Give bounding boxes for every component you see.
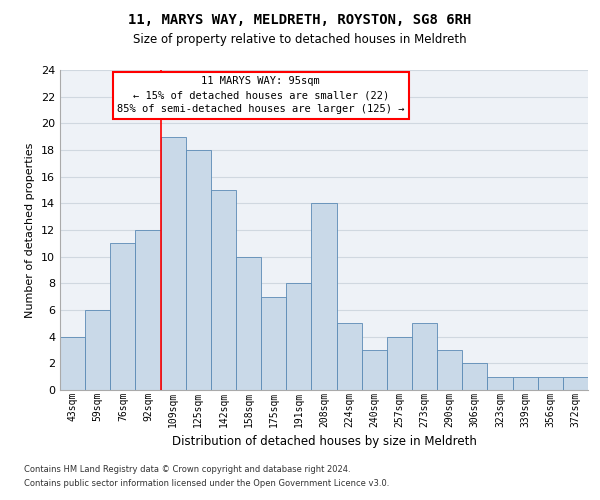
Text: Size of property relative to detached houses in Meldreth: Size of property relative to detached ho… xyxy=(133,32,467,46)
Bar xyxy=(236,256,261,390)
Bar xyxy=(538,376,563,390)
Bar xyxy=(186,150,211,390)
Text: 11 MARYS WAY: 95sqm
← 15% of detached houses are smaller (22)
85% of semi-detach: 11 MARYS WAY: 95sqm ← 15% of detached ho… xyxy=(117,76,404,114)
Bar xyxy=(286,284,311,390)
Text: Contains public sector information licensed under the Open Government Licence v3: Contains public sector information licen… xyxy=(24,479,389,488)
Bar xyxy=(437,350,462,390)
Bar xyxy=(311,204,337,390)
Bar xyxy=(487,376,512,390)
Bar xyxy=(211,190,236,390)
Bar xyxy=(412,324,437,390)
Text: Contains HM Land Registry data © Crown copyright and database right 2024.: Contains HM Land Registry data © Crown c… xyxy=(24,466,350,474)
Y-axis label: Number of detached properties: Number of detached properties xyxy=(25,142,35,318)
Bar xyxy=(337,324,362,390)
Bar xyxy=(60,336,85,390)
Bar xyxy=(462,364,487,390)
Bar xyxy=(136,230,161,390)
X-axis label: Distribution of detached houses by size in Meldreth: Distribution of detached houses by size … xyxy=(172,435,476,448)
Bar xyxy=(512,376,538,390)
Bar xyxy=(161,136,186,390)
Bar xyxy=(563,376,588,390)
Bar xyxy=(261,296,286,390)
Text: 11, MARYS WAY, MELDRETH, ROYSTON, SG8 6RH: 11, MARYS WAY, MELDRETH, ROYSTON, SG8 6R… xyxy=(128,12,472,26)
Bar xyxy=(85,310,110,390)
Bar xyxy=(110,244,136,390)
Bar xyxy=(362,350,387,390)
Bar xyxy=(387,336,412,390)
